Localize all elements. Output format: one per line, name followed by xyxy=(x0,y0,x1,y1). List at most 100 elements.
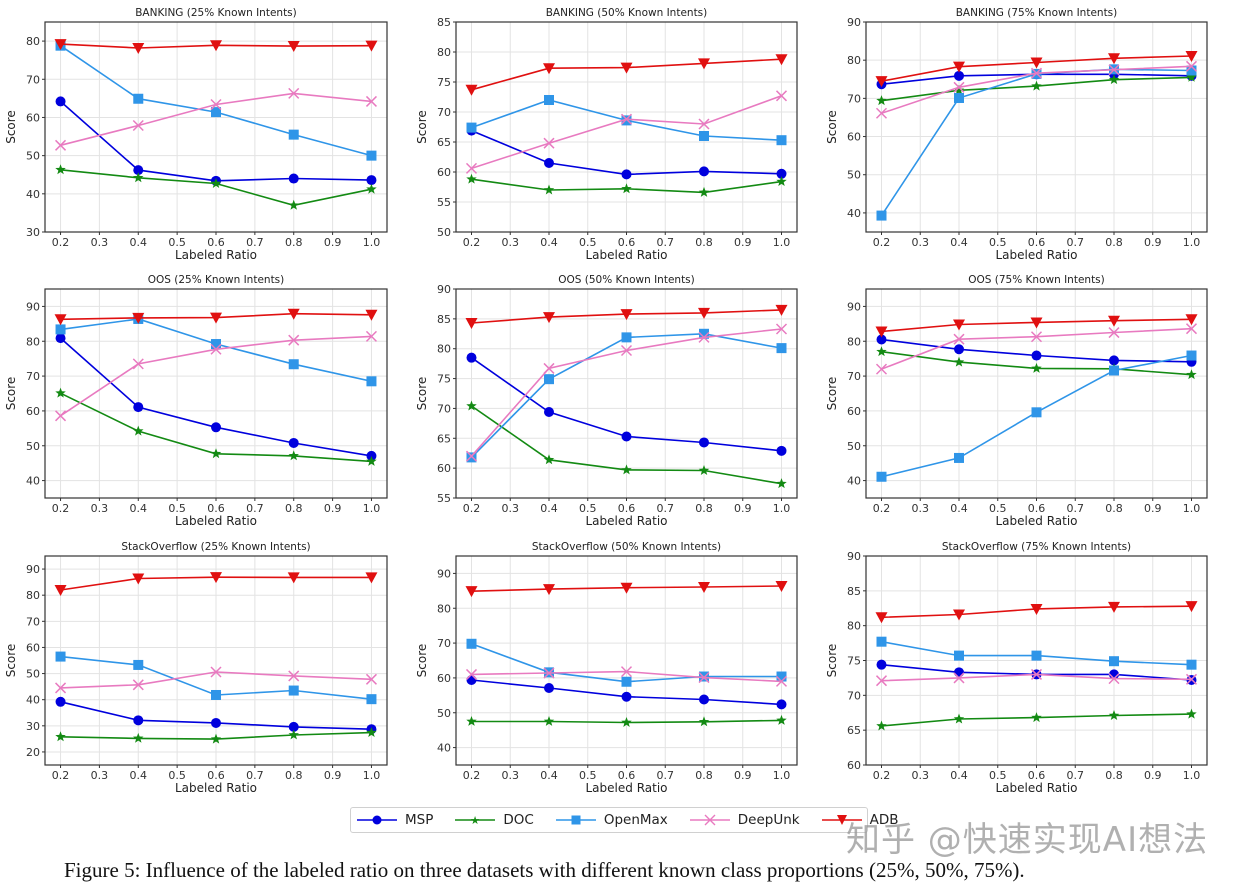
y-tick-label: 30 xyxy=(26,226,40,239)
data-point-openmax xyxy=(55,324,66,335)
y-tick-label: 80 xyxy=(847,620,861,633)
y-tick-label: 90 xyxy=(847,300,861,313)
x-tick-label: 0.2 xyxy=(52,769,70,782)
data-point-msp xyxy=(621,169,632,180)
data-point-openmax xyxy=(466,638,477,649)
x-tick-label: 0.4 xyxy=(130,502,148,515)
data-point-openmax xyxy=(1109,656,1119,667)
y-axis-label: Score xyxy=(825,644,839,678)
data-point-adb xyxy=(465,318,478,330)
y-tick-label: 55 xyxy=(437,196,451,209)
y-tick-label: 80 xyxy=(437,602,451,615)
x-tick-label: 0.8 xyxy=(695,502,713,515)
x-tick-label: 0.5 xyxy=(168,502,186,515)
data-point-deepunk xyxy=(1030,668,1043,680)
data-point-deepunk xyxy=(1108,673,1120,685)
x-tick-label: 0.7 xyxy=(1067,769,1085,782)
series-doc xyxy=(55,164,377,210)
data-point-adb xyxy=(875,76,888,88)
data-point-adb xyxy=(210,312,222,324)
chart-panel-banking-75-known-intents: 0.2 0.3 0.4 0.5 0.6 0.7 0.8 0.9 1.0 40 50 60 70 80 90 B… xyxy=(825,7,1208,262)
data-point-openmax xyxy=(621,115,632,126)
x-tick-label: 0.7 xyxy=(657,236,675,249)
data-point-adb xyxy=(875,612,888,624)
data-point-msp xyxy=(776,699,787,710)
x-tick-label: 0.6 xyxy=(207,502,225,515)
data-point-deepunk xyxy=(465,162,478,174)
data-point-adb xyxy=(1185,314,1198,326)
chart-panel-banking-50-known-intents: 0.2 0.3 0.4 0.5 0.6 0.7 0.8 0.9 1.0 50 55 60 65 70 75 8… xyxy=(415,7,798,262)
chart-panel-banking-25-known-intents: 0.2 0.3 0.4 0.5 0.6 0.7 0.8 0.9 1.0 30 40 50 60 70 80 B… xyxy=(4,7,388,262)
data-point-doc xyxy=(366,727,377,738)
y-tick-label: 50 xyxy=(847,440,861,453)
x-tick-label: 0.4 xyxy=(950,236,968,249)
y-tick-label: 50 xyxy=(26,440,40,453)
x-tick-label: 0.5 xyxy=(989,502,1007,515)
data-point-doc xyxy=(543,715,555,726)
data-point-doc xyxy=(698,186,710,197)
y-tick-label: 40 xyxy=(26,188,40,201)
data-point-doc xyxy=(953,84,965,95)
x-tick-label: 0.3 xyxy=(91,769,109,782)
y-tick-label: 90 xyxy=(437,283,451,296)
data-point-deepunk xyxy=(55,139,67,151)
y-tick-label: 85 xyxy=(437,16,451,29)
data-point-adb xyxy=(620,582,633,594)
chart-title: OOS (25% Known Intents) xyxy=(148,274,285,286)
data-point-openmax xyxy=(133,93,144,104)
x-axis-label: Labeled Ratio xyxy=(175,514,257,528)
series-deepunk xyxy=(875,323,1198,375)
data-point-deepunk xyxy=(875,675,888,687)
data-point-deepunk xyxy=(465,450,478,462)
chart-title: OOS (75% Known Intents) xyxy=(968,274,1105,286)
data-point-deepunk xyxy=(620,666,633,678)
legend-item-openmax: OpenMax xyxy=(555,812,668,828)
y-tick-label: 50 xyxy=(26,150,40,163)
legend-label-msp: MSP xyxy=(405,812,434,828)
data-point-adb xyxy=(698,58,710,70)
data-point-adb xyxy=(543,63,555,75)
x-tick-label: 1.0 xyxy=(1183,769,1201,782)
data-point-adb xyxy=(1108,601,1120,613)
data-point-adb xyxy=(620,309,633,321)
series-deepunk xyxy=(55,330,377,422)
data-point-deepunk xyxy=(775,675,788,687)
data-point-doc xyxy=(776,714,787,725)
y-tick-label: 85 xyxy=(437,313,451,326)
y-tick-label: 40 xyxy=(26,475,40,488)
y-tick-label: 60 xyxy=(26,111,40,124)
data-point-msp xyxy=(133,402,144,413)
x-tick-label: 0.3 xyxy=(912,502,930,515)
y-tick-label: 70 xyxy=(847,92,861,105)
svg-text:★: ★ xyxy=(470,814,480,826)
data-point-deepunk xyxy=(1185,673,1198,685)
legend: MSP ★ DOC OpenMax DeepUnk ADB xyxy=(350,807,899,833)
data-point-adb xyxy=(1030,57,1043,69)
data-point-msp xyxy=(366,450,377,461)
data-point-adb xyxy=(875,326,888,338)
data-point-msp xyxy=(55,333,66,344)
x-tick-label: 0.6 xyxy=(1028,769,1046,782)
data-point-openmax xyxy=(1031,407,1042,418)
y-tick-label: 60 xyxy=(847,131,861,144)
y-tick-label: 75 xyxy=(847,655,861,668)
data-point-msp xyxy=(366,175,377,186)
x-tick-label: 0.5 xyxy=(579,236,597,249)
data-point-deepunk xyxy=(132,679,144,691)
legend-item-msp: MSP xyxy=(357,812,433,828)
x-tick-label: 0.7 xyxy=(1067,502,1085,515)
data-point-doc xyxy=(133,172,144,183)
series-openmax xyxy=(466,95,787,146)
data-point-openmax xyxy=(954,92,964,103)
x-axis-label: Labeled Ratio xyxy=(586,781,668,795)
data-point-deepunk xyxy=(365,330,377,342)
y-tick-label: 70 xyxy=(26,370,40,383)
data-point-adb xyxy=(1030,603,1043,615)
x-tick-label: 0.5 xyxy=(579,769,597,782)
data-point-msp xyxy=(954,667,964,678)
data-point-msp xyxy=(954,70,964,81)
data-point-doc xyxy=(698,716,710,727)
x-tick-label: 0.4 xyxy=(950,502,968,515)
data-point-doc xyxy=(1186,71,1197,82)
data-point-msp xyxy=(211,717,221,728)
